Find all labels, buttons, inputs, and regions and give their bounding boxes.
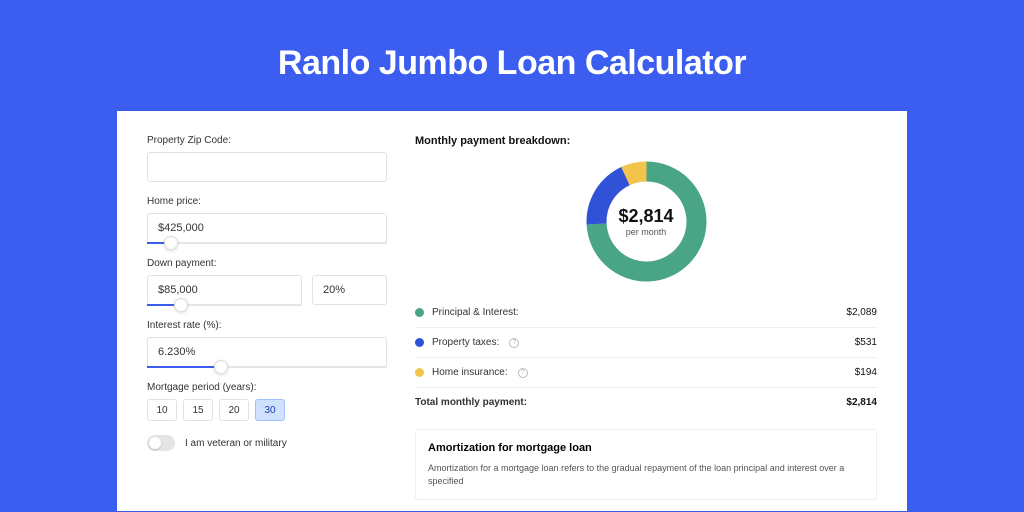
veteran-label: I am veteran or military: [185, 438, 287, 449]
interest-rate-slider[interactable]: [147, 366, 387, 368]
home-price-label: Home price:: [147, 196, 387, 207]
legend-item-label: Home insurance:: [432, 367, 508, 378]
interest-rate-label: Interest rate (%):: [147, 320, 387, 331]
info-icon[interactable]: ?: [509, 338, 519, 348]
home-price-input[interactable]: [147, 213, 387, 243]
page-title: Ranlo Jumbo Loan Calculator: [0, 0, 1024, 111]
veteran-toggle[interactable]: [147, 435, 175, 451]
inputs-column: Property Zip Code: Home price: Down paym…: [147, 135, 387, 487]
legend-row: Home insurance:? $194: [415, 358, 877, 388]
down-payment-slider[interactable]: [147, 304, 302, 306]
legend-dot-icon: [415, 338, 424, 347]
legend-total-value: $2,814: [846, 397, 877, 408]
down-payment-label: Down payment:: [147, 258, 387, 269]
legend-item-value: $531: [855, 337, 877, 348]
legend-dot-icon: [415, 308, 424, 317]
breakdown-column: Monthly payment breakdown: $2,814 per mo…: [415, 135, 877, 487]
period-option-10[interactable]: 10: [147, 399, 177, 421]
info-icon[interactable]: ?: [518, 368, 528, 378]
legend-item-label: Principal & Interest:: [432, 307, 519, 318]
amortization-title: Amortization for mortgage loan: [428, 442, 864, 454]
interest-rate-field: Interest rate (%):: [147, 320, 387, 368]
legend-row: Principal & Interest: $2,089: [415, 298, 877, 328]
donut-segment-property-taxes: [586, 167, 629, 224]
donut-chart: $2,814 per month: [584, 159, 709, 284]
legend-total-row: Total monthly payment: $2,814: [415, 388, 877, 417]
legend-row: Property taxes:? $531: [415, 328, 877, 358]
legend-item-label: Property taxes:: [432, 337, 499, 348]
zip-label: Property Zip Code:: [147, 135, 387, 146]
legend-item-value: $2,089: [846, 307, 877, 318]
amortization-text: Amortization for a mortgage loan refers …: [428, 462, 864, 487]
mortgage-period-field: Mortgage period (years): 10 15 20 30: [147, 382, 387, 421]
legend-dot-icon: [415, 368, 424, 377]
breakdown-title: Monthly payment breakdown:: [415, 135, 877, 147]
zip-field: Property Zip Code:: [147, 135, 387, 182]
home-price-slider[interactable]: [147, 242, 387, 244]
zip-input[interactable]: [147, 152, 387, 182]
legend: Principal & Interest: $2,089 Property taxe…: [415, 298, 877, 417]
donut-wrap: $2,814 per month: [415, 159, 877, 284]
mortgage-period-label: Mortgage period (years):: [147, 382, 387, 393]
interest-rate-input[interactable]: [147, 337, 387, 367]
period-option-15[interactable]: 15: [183, 399, 213, 421]
legend-item-value: $194: [855, 367, 877, 378]
period-option-20[interactable]: 20: [219, 399, 249, 421]
legend-total-label: Total monthly payment:: [415, 397, 527, 408]
veteran-row: I am veteran or military: [147, 435, 387, 451]
down-payment-field: Down payment:: [147, 258, 387, 306]
amortization-card: Amortization for mortgage loan Amortizat…: [415, 429, 877, 500]
period-option-30[interactable]: 30: [255, 399, 285, 421]
calculator-card: Property Zip Code: Home price: Down paym…: [117, 111, 907, 511]
down-payment-percent-input[interactable]: [312, 275, 387, 305]
home-price-field: Home price:: [147, 196, 387, 244]
down-payment-amount-input[interactable]: [147, 275, 302, 305]
